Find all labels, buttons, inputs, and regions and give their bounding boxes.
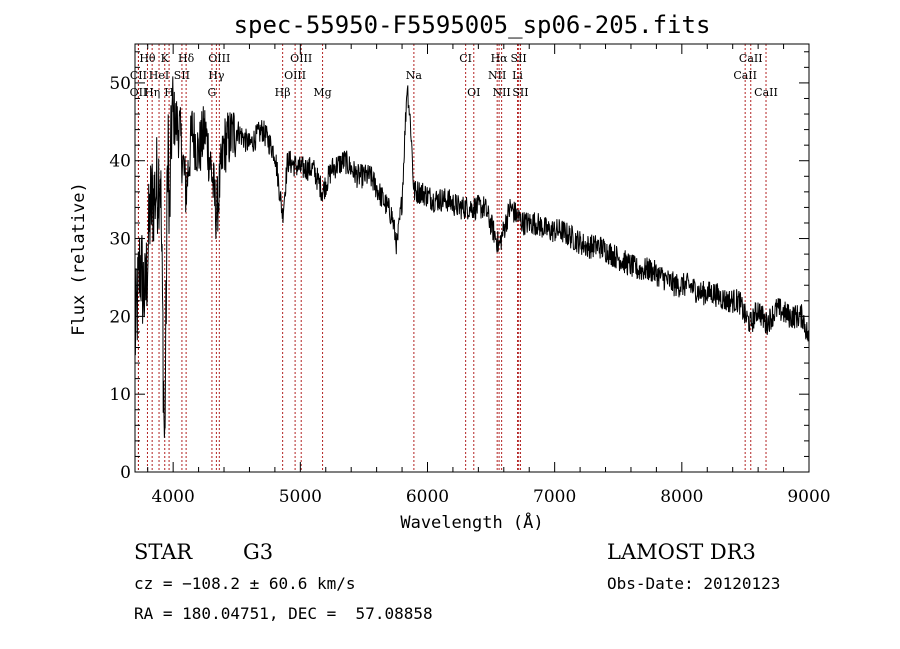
spectral-line-label: Hη <box>144 86 160 99</box>
chart-title: spec-55950-F5595005_sp06-205.fits <box>234 11 711 39</box>
y-tick-label: 50 <box>109 74 131 94</box>
y-tick-label: 40 <box>109 152 131 172</box>
x-tick-label: 9000 <box>787 487 830 507</box>
spectral-line-label: H <box>164 86 174 99</box>
spectral-line-label: NII <box>488 69 506 82</box>
spectral-line-label: Mg <box>313 86 331 99</box>
spectral-line-label: HeI <box>149 69 169 82</box>
survey-name: LAMOST DR3 <box>607 540 756 564</box>
spectrum-series-line <box>134 76 810 438</box>
spectral-line-label: Hβ <box>275 86 291 99</box>
x-tick-label: 7000 <box>533 487 576 507</box>
x-tick-label: 8000 <box>660 487 703 507</box>
x-tick-label: 4000 <box>152 487 195 507</box>
spectral-line-markers <box>137 44 767 472</box>
y-axis-label: Flux (relative) <box>69 182 89 336</box>
spectral-line-label: CII <box>130 69 147 82</box>
y-axis-ticks: 0 10 20 30 40 50 <box>109 51 809 483</box>
spectral-line-label: Hα <box>491 52 509 65</box>
spectral-line-label: OIII <box>208 52 230 65</box>
spectral-line-label: SII <box>512 86 528 99</box>
x-tick-label: 5000 <box>279 487 322 507</box>
obs-date-text: Obs-Date: 20120123 <box>607 574 780 593</box>
spectral-line-label: Hγ <box>208 69 225 82</box>
spectral-line-label: Hθ <box>139 52 156 65</box>
y-tick-label: 0 <box>120 463 131 483</box>
spectral-line-label: CaII <box>754 86 778 99</box>
spectral-line-label: CI <box>459 52 472 65</box>
x-axis-ticks: 4000 5000 6000 7000 8000 9000 <box>147 44 831 507</box>
y-tick-label: 10 <box>109 385 131 405</box>
plot-frame <box>134 43 810 473</box>
y-tick-label: 20 <box>109 307 131 327</box>
redshift-text: cz = −108.2 ± 60.6 km/s <box>134 574 356 593</box>
spectral-line-label: CaII <box>733 69 757 82</box>
object-type: STAR <box>134 540 193 564</box>
spectral-line-label: G <box>208 86 217 99</box>
spectral-line-label: CaII <box>739 52 763 65</box>
spectral-line-label: Hδ <box>178 52 195 65</box>
object-subclass: G3 <box>243 540 273 564</box>
spectral-line-label: Li <box>512 69 523 82</box>
coordinates-text: RA = 180.04751, DEC = 57.08858 <box>134 604 433 623</box>
spectral-line-label: NII <box>492 86 510 99</box>
x-tick-label: 6000 <box>406 487 449 507</box>
spectral-line-label: Na <box>406 69 423 82</box>
spectral-line-label: SII <box>174 69 190 82</box>
spectral-line-label: OII <box>130 86 148 99</box>
spectral-line-label: SII <box>511 52 527 65</box>
spectral-line-label: OIII <box>284 69 306 82</box>
spectral-line-label: K <box>161 52 170 65</box>
x-axis-label: Wavelength (Å) <box>400 511 543 533</box>
spectral-line-label: OI <box>467 86 480 99</box>
y-tick-label: 30 <box>109 230 131 250</box>
spectral-line-label: OIII <box>290 52 312 65</box>
